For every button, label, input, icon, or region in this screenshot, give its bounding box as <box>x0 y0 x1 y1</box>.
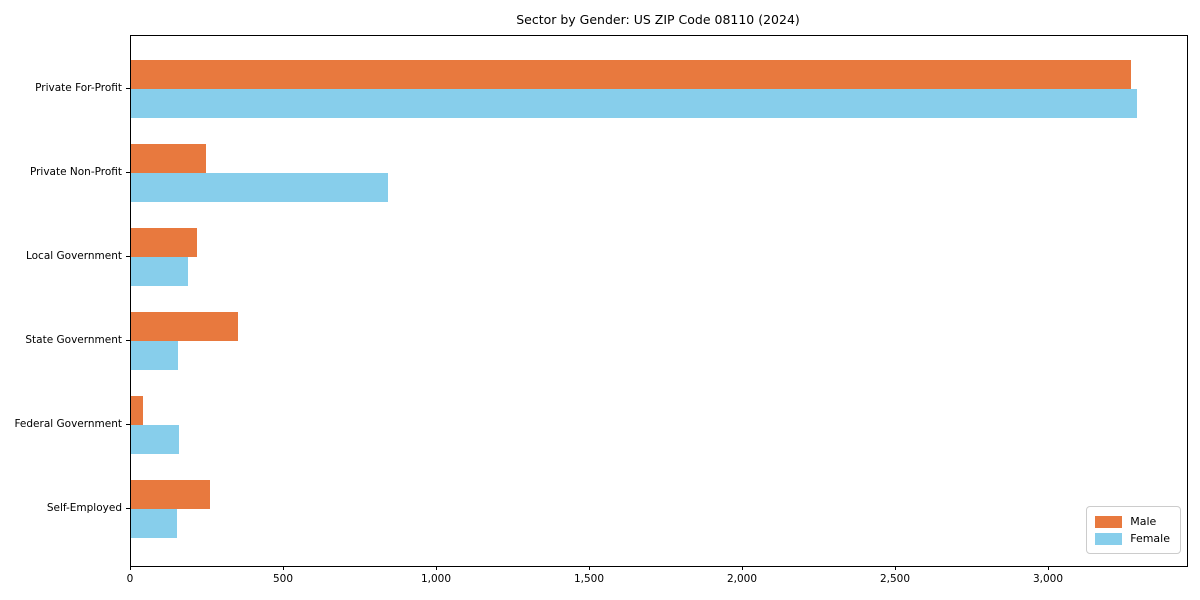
y-tick-label: Local Government <box>25 250 122 262</box>
x-tick-label: 1,000 <box>420 573 452 585</box>
legend-entry-male: Male <box>1095 513 1170 530</box>
bar-female-self-employed <box>131 509 177 538</box>
x-tick-mark <box>895 566 896 570</box>
legend-label: Female <box>1130 531 1170 545</box>
x-tick-label: 0 <box>126 573 134 585</box>
x-tick-label: 500 <box>272 573 294 585</box>
legend-label: Male <box>1130 514 1157 528</box>
bar-male-private-non-profit <box>131 144 206 173</box>
x-tick-label: 3,000 <box>1032 573 1064 585</box>
bar-female-private-non-profit <box>131 173 388 202</box>
chart-title: Sector by Gender: US ZIP Code 08110 (202… <box>516 12 800 27</box>
x-tick-mark <box>1048 566 1049 570</box>
bar-male-local-government <box>131 228 197 257</box>
bar-male-private-for-profit <box>131 60 1131 89</box>
legend: Male Female <box>1086 506 1181 554</box>
y-tick-label: Private Non-Profit <box>29 166 122 178</box>
y-tick-mark <box>126 172 130 173</box>
legend-swatch-male <box>1095 515 1123 528</box>
y-tick-label: State Government <box>25 334 122 346</box>
legend-entry-female: Female <box>1095 530 1170 547</box>
bar-female-private-for-profit <box>131 89 1137 118</box>
y-tick-label: Federal Government <box>14 418 122 430</box>
y-tick-mark <box>126 88 130 89</box>
x-tick-mark <box>130 566 131 570</box>
bar-male-self-employed <box>131 480 210 509</box>
bar-male-state-government <box>131 312 238 341</box>
y-tick-label: Private For-Profit <box>35 82 122 94</box>
x-tick-label: 1,500 <box>573 573 605 585</box>
y-tick-mark <box>126 508 130 509</box>
y-tick-mark <box>126 424 130 425</box>
y-tick-mark <box>126 340 130 341</box>
x-tick-label: 2,000 <box>726 573 758 585</box>
x-tick-mark <box>283 566 284 570</box>
x-tick-label: 2,500 <box>879 573 911 585</box>
x-tick-mark <box>589 566 590 570</box>
y-tick-mark <box>126 256 130 257</box>
bar-female-federal-government <box>131 425 179 454</box>
y-tick-label: Self-Employed <box>46 502 122 514</box>
bar-female-state-government <box>131 341 178 370</box>
x-tick-mark <box>742 566 743 570</box>
plot-area: Male Female <box>130 35 1188 567</box>
bar-female-local-government <box>131 257 188 286</box>
x-tick-mark <box>436 566 437 570</box>
legend-swatch-female <box>1095 532 1123 545</box>
bar-male-federal-government <box>131 396 143 425</box>
